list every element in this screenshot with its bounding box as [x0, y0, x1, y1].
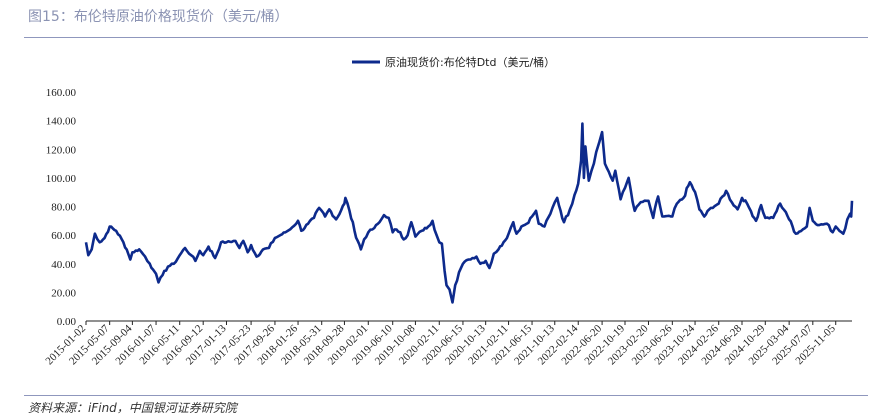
series-line-0 [84, 122, 854, 304]
legend-label: 原油现货价:布伦特Dtd（美元/桶） [385, 55, 555, 69]
figure-title: 图15：布伦特原油价格现货价（美元/桶） [28, 9, 289, 25]
y-tick-label-5: 100.00 [46, 173, 77, 185]
y-tick-label-6: 120.00 [46, 144, 77, 156]
legend: 原油现货价:布伦特Dtd（美元/桶） [352, 55, 555, 69]
y-tick-label-2: 40.00 [51, 259, 76, 271]
y-tick-label-7: 140.00 [46, 116, 77, 128]
y-tick-label-0: 0.00 [57, 316, 77, 328]
source-note: 资料来源：iFind，中国银河证券研究院 [28, 401, 237, 415]
axes: 0.00 20.00 40.00 60.00 80.00 100.00 120.00 140.… [43, 87, 852, 367]
y-tick-label-3: 60.00 [51, 230, 76, 242]
y-tick-label-8: 160.00 [46, 87, 77, 99]
title-divider [24, 37, 868, 38]
footer-divider [24, 395, 868, 396]
series-group [84, 122, 854, 304]
y-tick-label-4: 80.00 [51, 202, 76, 214]
y-tick-label-1: 20.00 [51, 287, 76, 299]
